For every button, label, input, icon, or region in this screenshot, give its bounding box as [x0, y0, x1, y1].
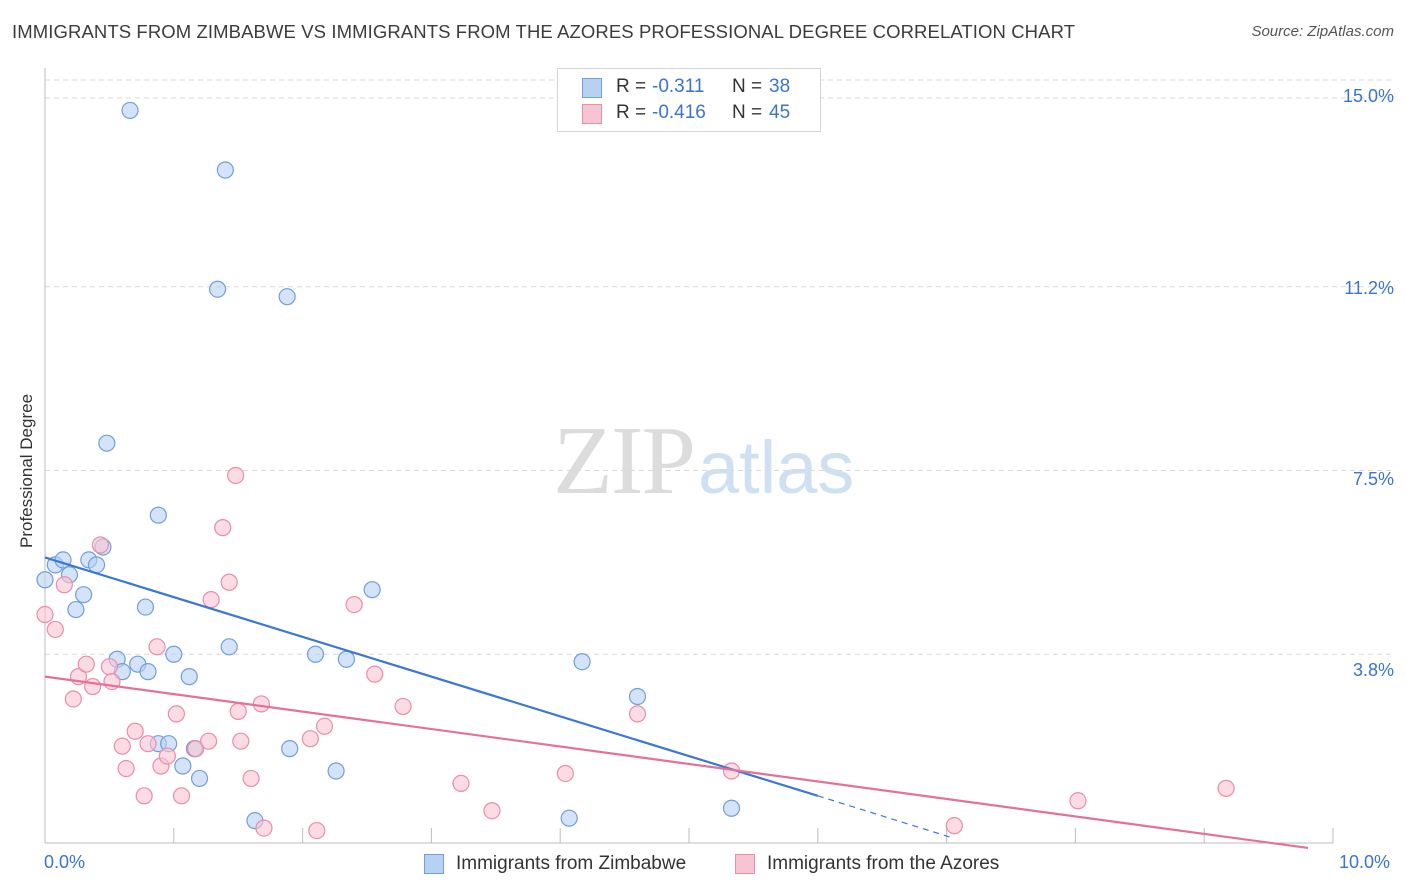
- point-azores: [308, 821, 326, 840]
- point-azores: [483, 802, 501, 820]
- legend-r-label: R =: [616, 102, 647, 123]
- point-azores: [36, 605, 54, 624]
- point-azores: [345, 595, 363, 614]
- point-zimbabwe: [36, 571, 54, 589]
- point-zimbabwe: [149, 506, 167, 524]
- point-azores: [55, 576, 73, 594]
- legend-n-label: N =: [732, 102, 763, 123]
- point-zimbabwe: [722, 799, 741, 817]
- point-azores: [1217, 779, 1235, 797]
- point-zimbabwe: [208, 280, 227, 298]
- point-zimbabwe: [337, 650, 355, 668]
- point-azores: [100, 658, 119, 676]
- point-azores: [113, 737, 131, 755]
- point-azores: [77, 655, 95, 673]
- legend-swatch-pink: [582, 104, 602, 124]
- point-azores: [126, 722, 144, 740]
- watermark-zip: ZIP: [553, 407, 696, 515]
- point-azores: [46, 620, 64, 639]
- point-azores: [1069, 792, 1087, 810]
- point-zimbabwe: [190, 769, 209, 788]
- point-zimbabwe: [327, 762, 345, 780]
- trend-line-zimbabwe-extension: [817, 795, 954, 839]
- point-azores: [135, 787, 153, 805]
- watermark: ZIPatlas: [553, 405, 854, 517]
- point-zimbabwe: [220, 638, 238, 656]
- point-azores: [91, 536, 109, 554]
- trend-line-zimbabwe: [44, 556, 819, 797]
- point-azores: [232, 732, 250, 750]
- point-azores: [628, 705, 647, 723]
- point-azores: [227, 466, 245, 485]
- point-azores: [301, 730, 319, 748]
- y-axis-label: Professional Degree: [17, 393, 36, 548]
- y-tick-label: 11.2%: [1344, 278, 1394, 298]
- legend-n-value: 38: [769, 76, 791, 97]
- legend-swatch-blue: [582, 78, 602, 98]
- x-tick-label: 10.0%: [1339, 852, 1391, 872]
- point-azores: [158, 747, 176, 765]
- x-tick-label: 0.0%: [44, 852, 86, 872]
- point-azores: [945, 817, 963, 835]
- point-zimbabwe: [165, 645, 183, 663]
- trend-line-azores: [44, 675, 1309, 850]
- point-zimbabwe: [121, 101, 139, 120]
- bottom-legend-swatch-blue: [424, 854, 444, 874]
- legend-n-label: N =: [732, 76, 763, 97]
- legend: R = -0.311 N = 38 R = -0.416 N = 45: [557, 68, 821, 132]
- y-tick-label: 15.0%: [1342, 86, 1394, 106]
- chart-title: IMMIGRANTS FROM ZIMBABWE VS IMMIGRANTS F…: [12, 21, 1076, 42]
- y-axis-label-wrap: Professional Degree: [17, 394, 41, 748]
- point-azores: [242, 769, 260, 788]
- point-azores: [187, 740, 205, 758]
- point-zimbabwe: [174, 757, 192, 775]
- legend-r-value: -0.416: [652, 102, 706, 123]
- point-azores: [220, 573, 238, 591]
- point-zimbabwe: [281, 740, 299, 758]
- source-label: Source: ZipAtlas.com: [1251, 23, 1394, 40]
- point-azores: [315, 717, 334, 735]
- point-azores: [202, 591, 220, 609]
- point-zimbabwe: [560, 809, 578, 827]
- point-zimbabwe: [75, 586, 93, 604]
- point-azores: [172, 787, 191, 805]
- y-tick-label: 7.5%: [1352, 469, 1394, 489]
- point-azores: [394, 697, 412, 716]
- y-tick-label: 3.8%: [1352, 660, 1394, 680]
- point-azores: [214, 519, 232, 537]
- legend-r-value: -0.311: [652, 76, 705, 97]
- point-zimbabwe: [628, 687, 647, 706]
- point-azores: [199, 732, 218, 750]
- point-zimbabwe: [363, 581, 381, 599]
- point-zimbabwe: [306, 645, 325, 663]
- point-zimbabwe: [67, 600, 85, 619]
- point-zimbabwe: [139, 663, 157, 681]
- legend-r-label: R =: [616, 76, 647, 97]
- point-azores: [84, 677, 102, 696]
- point-azores: [452, 774, 470, 793]
- point-azores: [64, 690, 82, 708]
- point-azores: [117, 759, 135, 778]
- point-azores: [139, 735, 157, 753]
- point-azores: [366, 665, 384, 683]
- point-zimbabwe: [573, 653, 591, 671]
- point-azores: [556, 764, 574, 783]
- point-azores: [229, 702, 247, 720]
- point-zimbabwe: [98, 434, 116, 452]
- point-zimbabwe: [180, 668, 198, 686]
- bottom-legend-swatch-pink: [735, 854, 755, 874]
- point-zimbabwe: [278, 288, 296, 306]
- point-azores: [255, 819, 273, 837]
- bottom-legend-label: Immigrants from the Azores: [767, 853, 1000, 874]
- point-azores: [148, 638, 166, 656]
- point-azores: [252, 695, 270, 713]
- legend-n-value: 45: [769, 102, 791, 123]
- point-azores: [167, 705, 185, 723]
- bottom-legend-label: Immigrants from Zimbabwe: [456, 853, 687, 874]
- point-zimbabwe: [216, 161, 234, 179]
- watermark-atlas: atlas: [698, 426, 855, 509]
- point-zimbabwe: [136, 598, 155, 616]
